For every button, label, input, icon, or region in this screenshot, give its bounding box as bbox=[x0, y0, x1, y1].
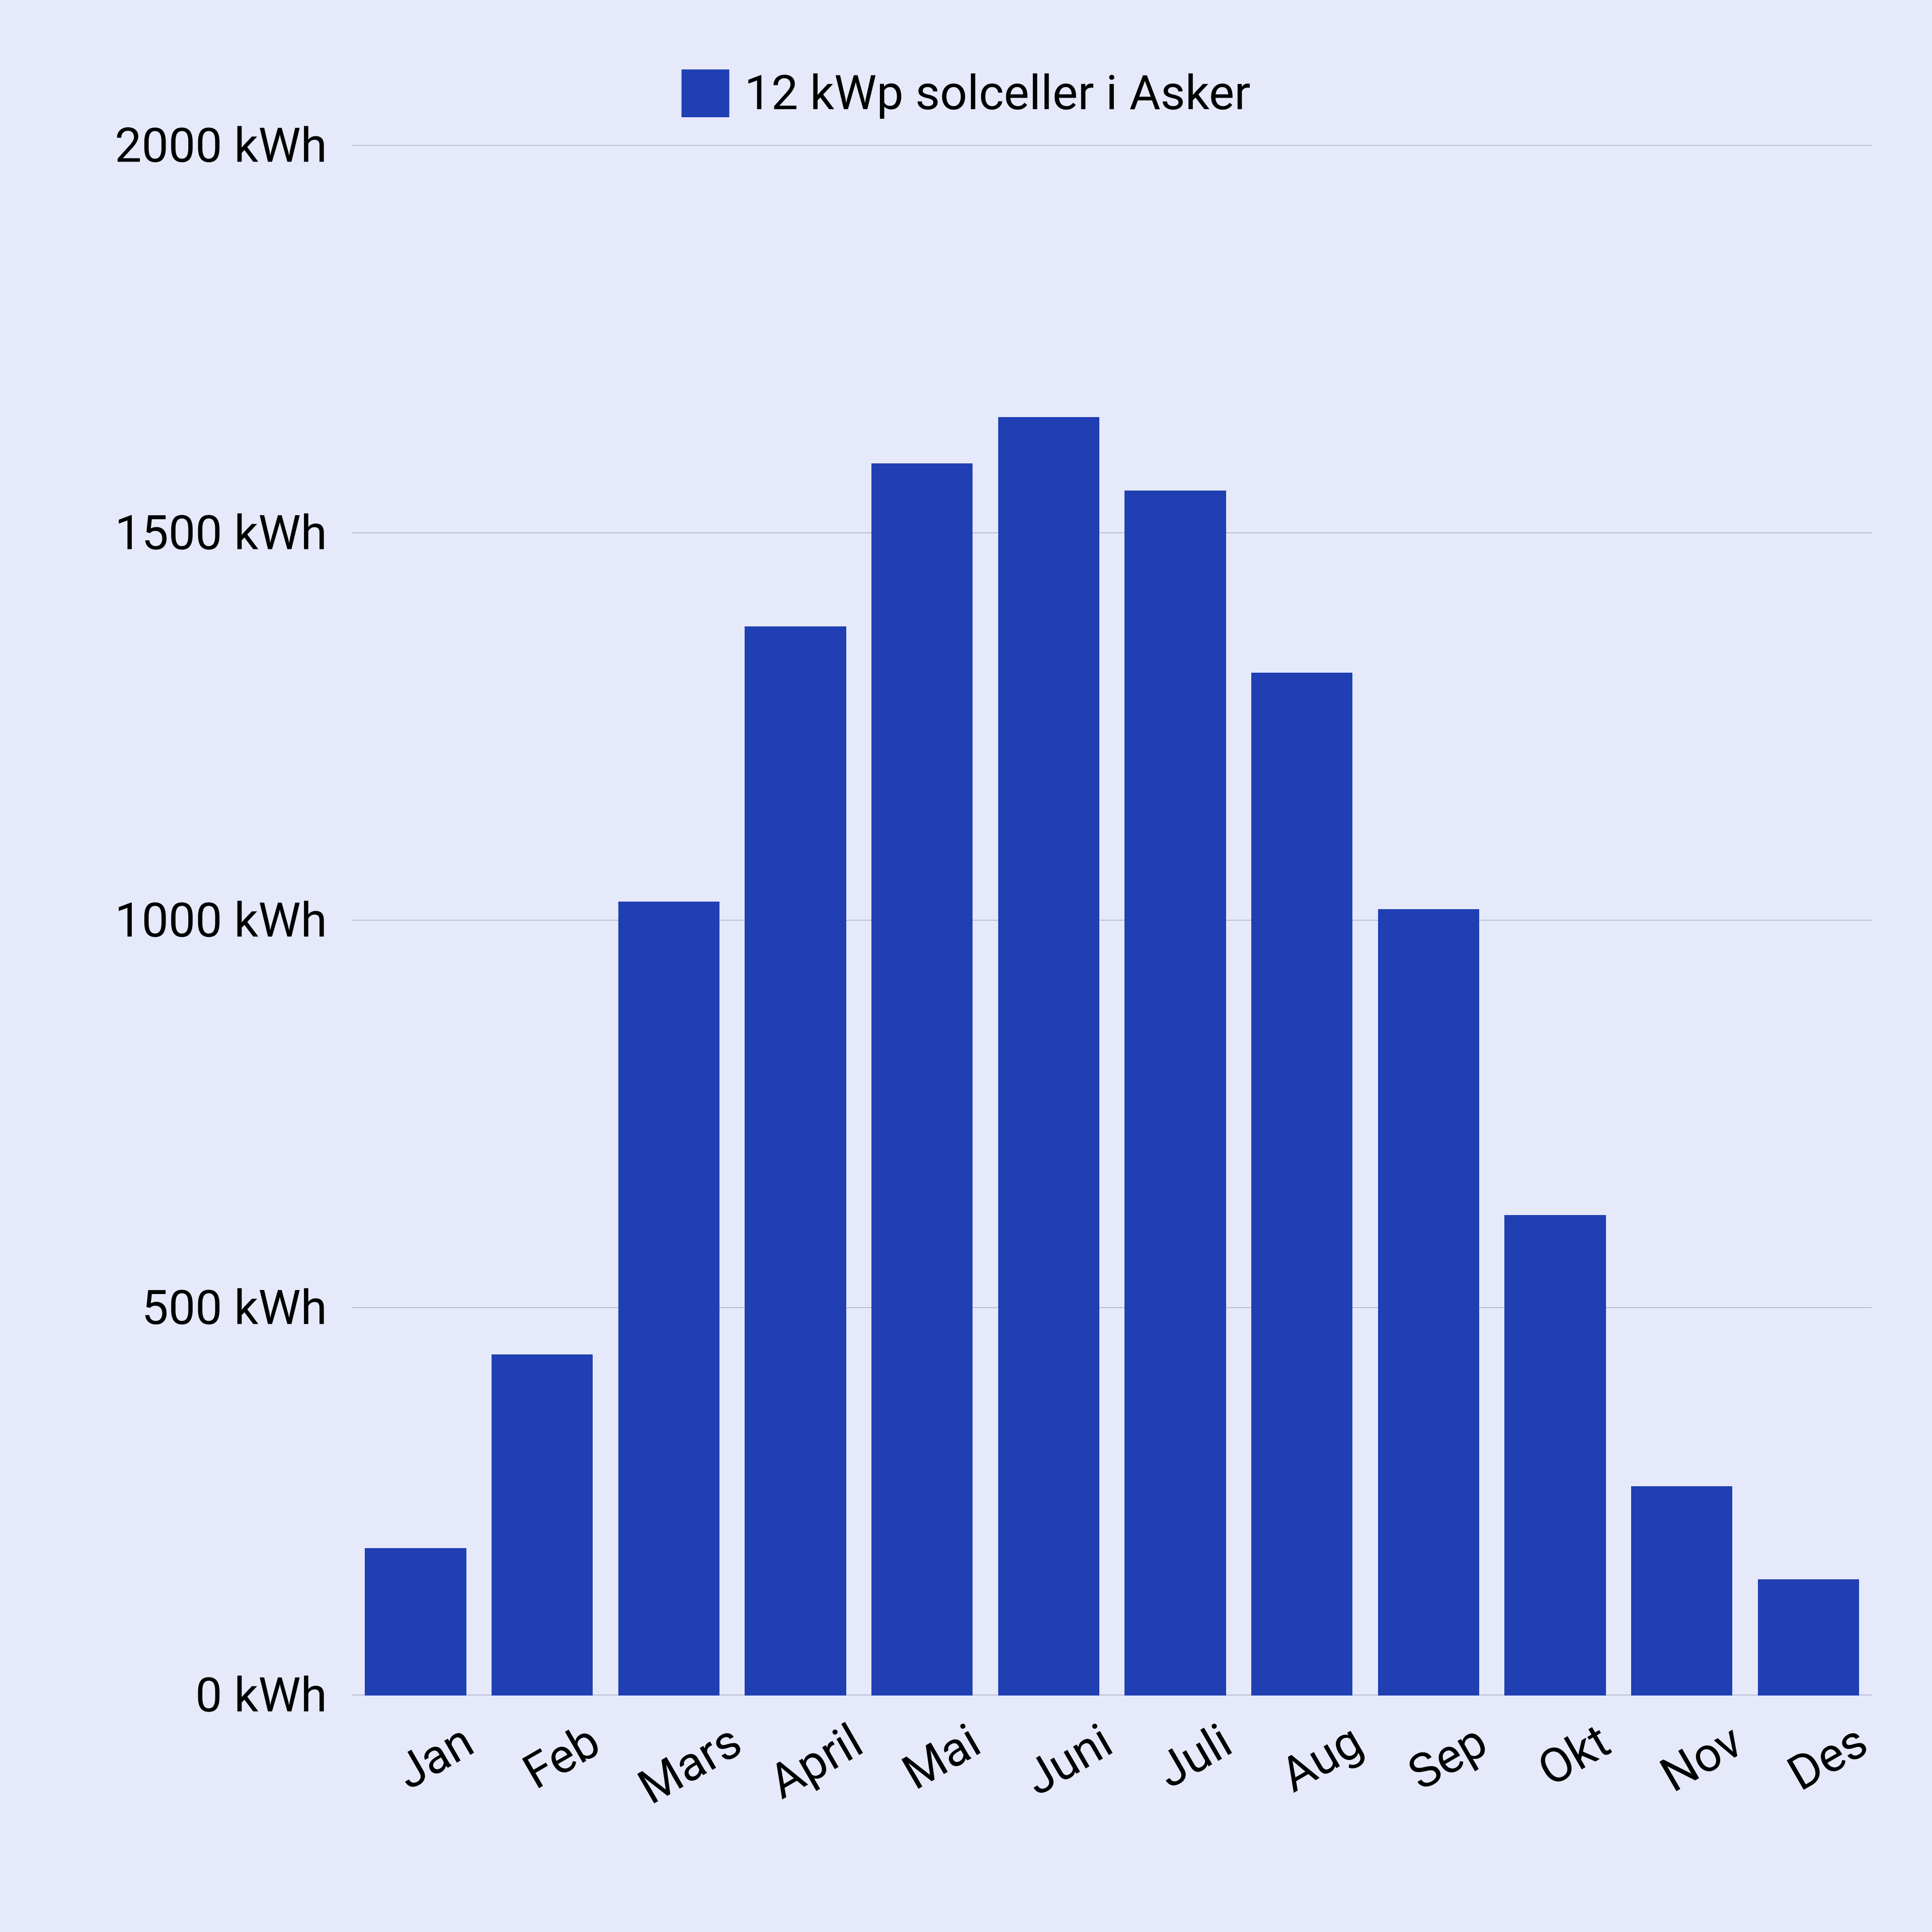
bar bbox=[618, 902, 719, 1696]
bar bbox=[1504, 1215, 1605, 1696]
bars: JanFebMarsAprilMaiJuniJuliAugSepOktNovDe… bbox=[352, 146, 1872, 1696]
y-tick-label: 500 kWh bbox=[142, 1280, 328, 1336]
bar bbox=[492, 1354, 593, 1696]
bar-slot: Feb bbox=[479, 146, 606, 1696]
x-tick-label: Mars bbox=[629, 1713, 751, 1816]
x-tick-label: Juli bbox=[1148, 1713, 1241, 1800]
x-tick-label: Mai bbox=[893, 1713, 990, 1801]
bar-slot: Juni bbox=[985, 146, 1112, 1696]
x-tick-label: Aug bbox=[1271, 1713, 1372, 1804]
y-tick-label: 0 kWh bbox=[195, 1668, 327, 1724]
legend-label: 12 kWp solceller i Asker bbox=[745, 65, 1251, 121]
bar bbox=[871, 463, 973, 1696]
plot-area: 0 kWh500 kWh1000 kWh1500 kWh2000 kWh Jan… bbox=[352, 146, 1872, 1696]
bar bbox=[1251, 673, 1352, 1696]
legend: 12 kWp solceller i Asker bbox=[682, 65, 1251, 121]
bar bbox=[745, 626, 846, 1696]
x-tick-label: Jan bbox=[387, 1713, 483, 1801]
bar-slot: Des bbox=[1745, 146, 1872, 1696]
bar-slot: Juli bbox=[1112, 146, 1239, 1696]
y-tick-label: 1500 kWh bbox=[115, 506, 327, 561]
bar-slot: Mai bbox=[859, 146, 986, 1696]
legend-swatch bbox=[682, 69, 730, 117]
x-tick-label: Juni bbox=[1015, 1713, 1122, 1807]
bar bbox=[1758, 1579, 1859, 1696]
bar-slot: Nov bbox=[1619, 146, 1745, 1696]
y-tick-label: 2000 kWh bbox=[115, 118, 327, 174]
bar bbox=[1378, 909, 1479, 1696]
x-tick-label: Nov bbox=[1651, 1713, 1751, 1804]
x-tick-label: Sep bbox=[1399, 1713, 1497, 1802]
bar-slot: April bbox=[732, 146, 859, 1696]
x-tick-label: April bbox=[760, 1713, 872, 1810]
bar-slot: Mars bbox=[605, 146, 732, 1696]
bar-slot: Aug bbox=[1239, 146, 1365, 1696]
bar-slot: Sep bbox=[1365, 146, 1492, 1696]
x-tick-label: Des bbox=[1779, 1713, 1877, 1802]
bar bbox=[1631, 1486, 1732, 1696]
x-tick-label: Okt bbox=[1528, 1713, 1620, 1798]
chart-container: 12 kWp solceller i Asker 0 kWh500 kWh100… bbox=[0, 0, 1932, 1932]
bar bbox=[1124, 491, 1226, 1696]
bar bbox=[998, 417, 1099, 1696]
x-tick-label: Feb bbox=[514, 1713, 609, 1801]
y-tick-label: 1000 kWh bbox=[115, 893, 327, 949]
bar bbox=[365, 1548, 466, 1696]
bar-slot: Okt bbox=[1492, 146, 1619, 1696]
bar-slot: Jan bbox=[352, 146, 479, 1696]
